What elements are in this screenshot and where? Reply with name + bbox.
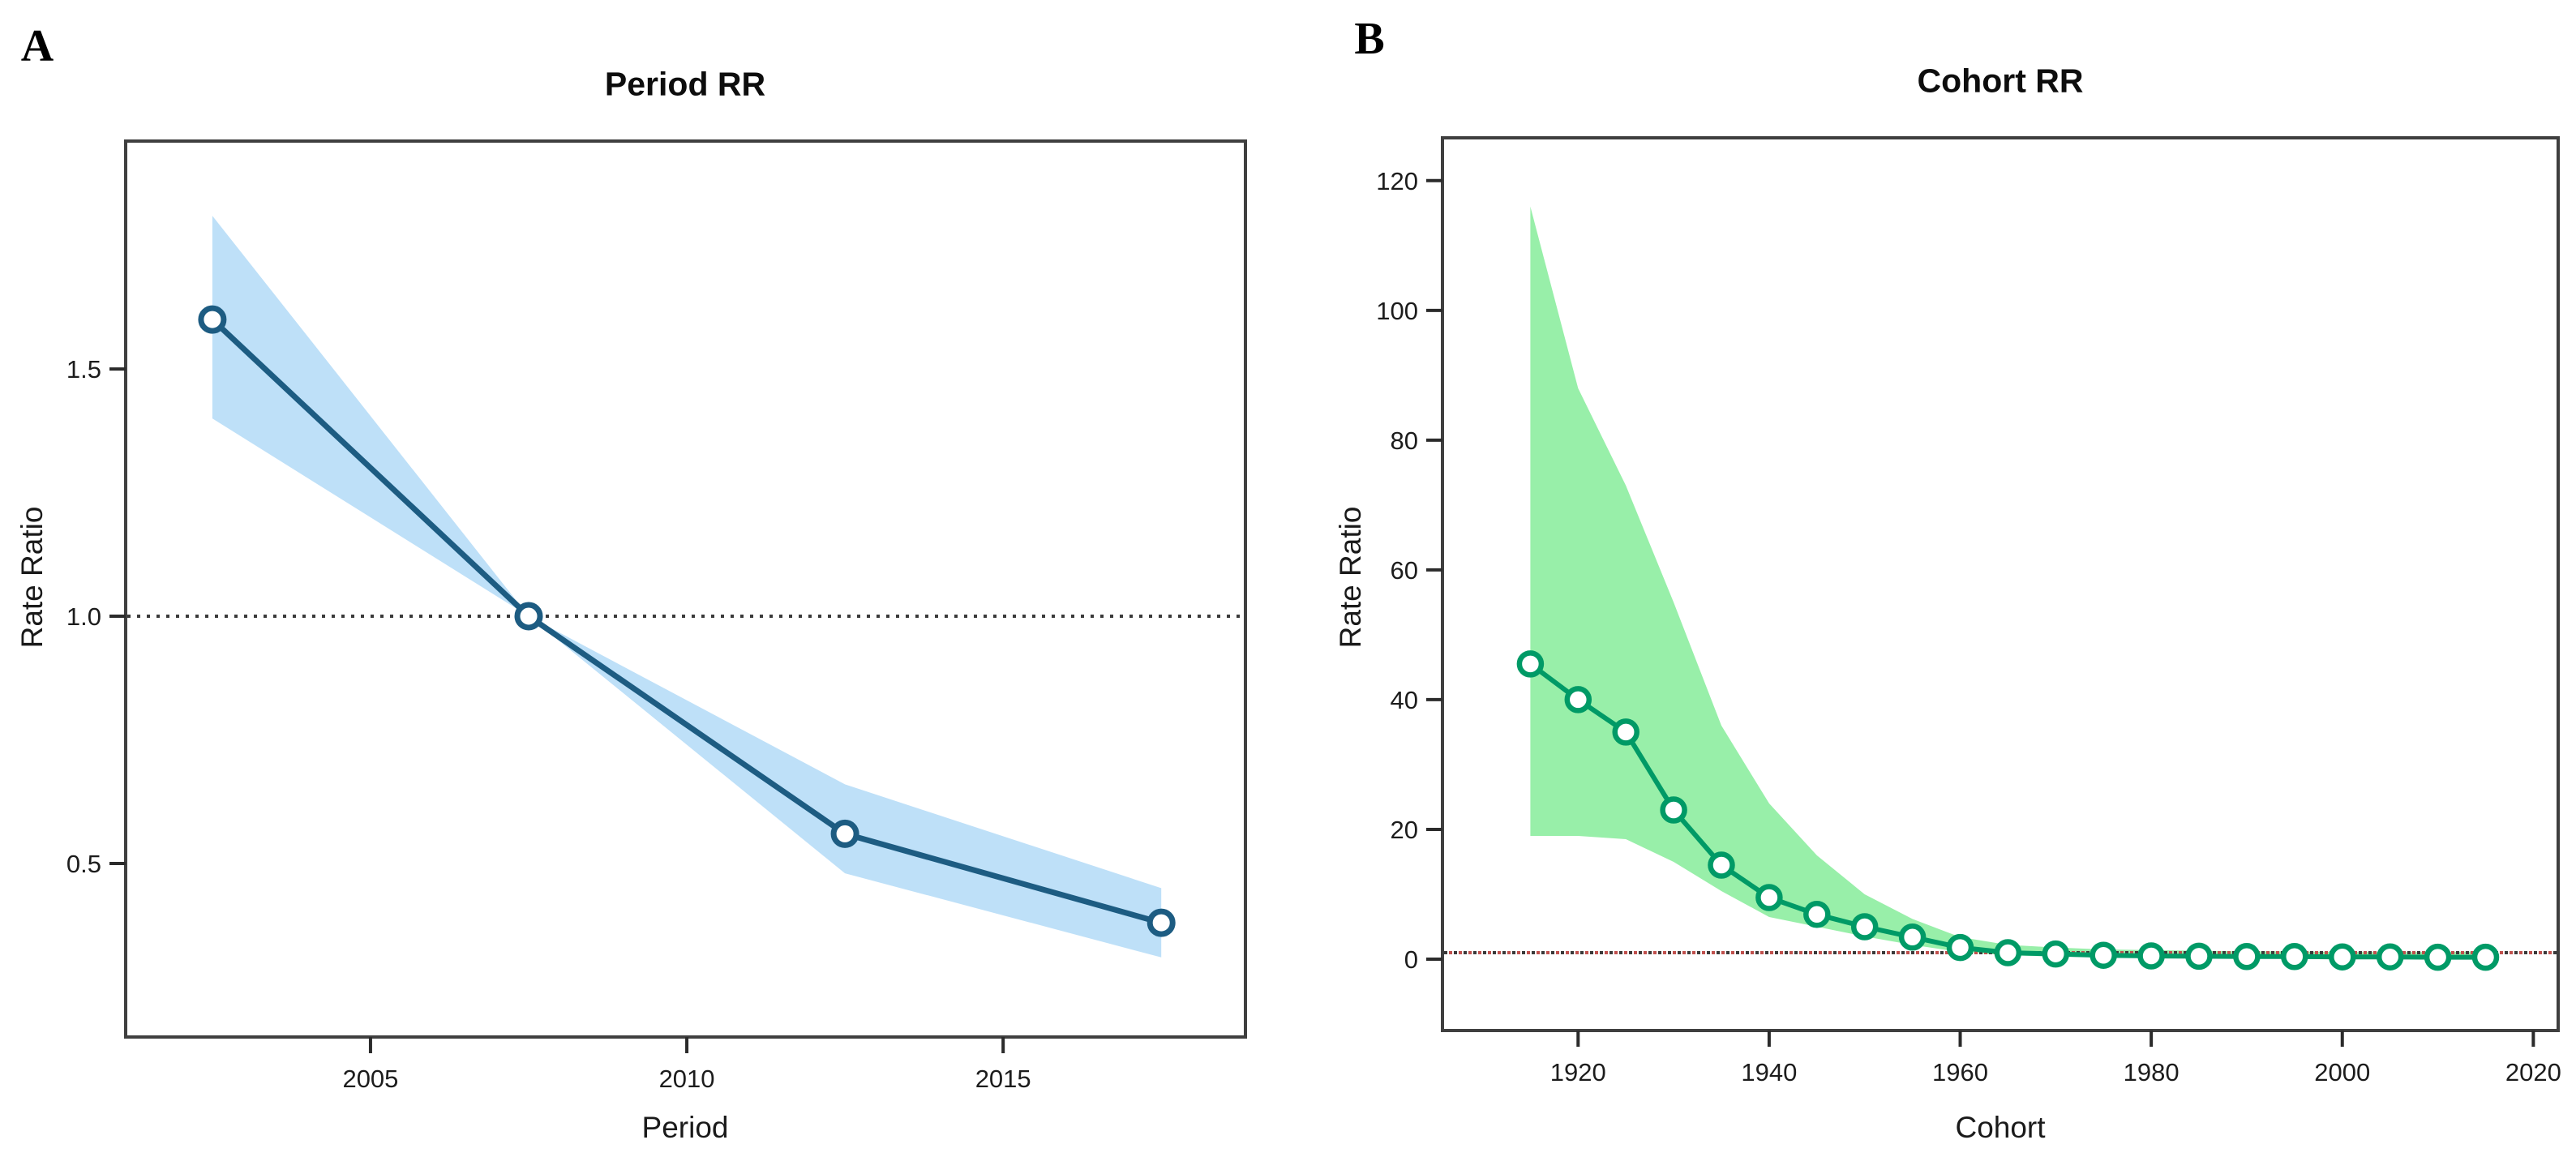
panel-b-x-tick-label: 2000 xyxy=(2314,1058,2370,1086)
panel-b-y-tick-label: 60 xyxy=(1391,556,1418,585)
panel-b-data-point xyxy=(1755,884,1783,911)
panel-b-x-tick-label: 1920 xyxy=(1550,1058,1606,1086)
panel-a-x-tick-label: 2005 xyxy=(342,1065,398,1093)
panel-b-y-tick-label: 100 xyxy=(1376,297,1418,325)
panel-b-y-tick-label: 80 xyxy=(1391,426,1418,455)
panel-b-data-point xyxy=(2185,942,2213,971)
panel-a-title: Period RR xyxy=(604,65,766,103)
panel-b-y-tick-label: 40 xyxy=(1391,686,1418,714)
panel-b-ci-band xyxy=(1530,206,2486,958)
panel-b-x-tick-label: 1980 xyxy=(2124,1058,2180,1086)
panel-b-y-tick-label: 120 xyxy=(1376,167,1418,195)
panel-b-data-point xyxy=(2376,943,2404,971)
panel-a-ci-band xyxy=(212,216,1162,958)
panel-a-data-point xyxy=(1147,908,1176,937)
panel-b-data-point xyxy=(1708,851,1735,879)
panel-b-x-tick-label: 1960 xyxy=(1932,1058,1988,1086)
panel-a-series-line xyxy=(209,316,1164,926)
panel-b-data-point xyxy=(2424,943,2452,971)
panel-b-data-point xyxy=(2233,943,2261,971)
panel-b-data-point xyxy=(1946,933,1974,962)
panel-b-data-point xyxy=(2042,940,2070,968)
panel-b-data-point xyxy=(1564,686,1592,713)
panel-a-data-point xyxy=(198,305,227,334)
panel-a-data-point xyxy=(514,602,543,631)
panel-b-xaxis-title: Cohort xyxy=(1955,1111,2046,1144)
panel-b-data-point xyxy=(1516,650,1545,678)
panel-b-plot-frame xyxy=(1441,136,2560,1032)
panel-b-data-point xyxy=(2329,943,2356,971)
panel-a-letter: A xyxy=(20,21,54,71)
panel-b-data-point xyxy=(2090,941,2117,969)
panel-b-data-point xyxy=(2471,943,2500,971)
panel-a-data-point xyxy=(830,819,859,848)
panel-b-data-point xyxy=(1660,796,1687,824)
panel-b-data-point xyxy=(1850,913,1879,941)
panel-b-data-point xyxy=(1898,923,1927,951)
panel-b-data-point xyxy=(2281,943,2308,971)
panel-b-y-tick-label: 0 xyxy=(1404,945,1418,974)
panel-a-y-tick-label: 1.5 xyxy=(66,355,101,384)
panel-b-letter: B xyxy=(1354,14,1385,64)
panel-b-title: Cohort RR xyxy=(1917,62,2084,100)
panel-a-y-tick-label: 1.0 xyxy=(66,602,101,631)
panel-b-data-point xyxy=(1612,718,1639,746)
panel-a-y-tick-label: 0.5 xyxy=(66,850,101,878)
panel-b-yaxis-title: Rate Ratio xyxy=(1334,506,1367,649)
panel-b-x-tick-label: 1940 xyxy=(1741,1058,1797,1086)
panel-b-y-tick-label: 20 xyxy=(1391,816,1418,844)
panel-b-data-point xyxy=(1994,939,2022,966)
panel-b-data-point xyxy=(2137,942,2165,970)
panel-b-data-point xyxy=(1803,901,1831,928)
panel-b-x-tick-label: 2020 xyxy=(2505,1058,2561,1086)
panel-a-yaxis-title: Rate Ratio xyxy=(15,506,49,649)
panel-a-xaxis-title: Period xyxy=(641,1111,729,1144)
panel-a-x-tick-label: 2010 xyxy=(659,1065,715,1093)
panel-a-x-tick-label: 2015 xyxy=(975,1065,1031,1093)
